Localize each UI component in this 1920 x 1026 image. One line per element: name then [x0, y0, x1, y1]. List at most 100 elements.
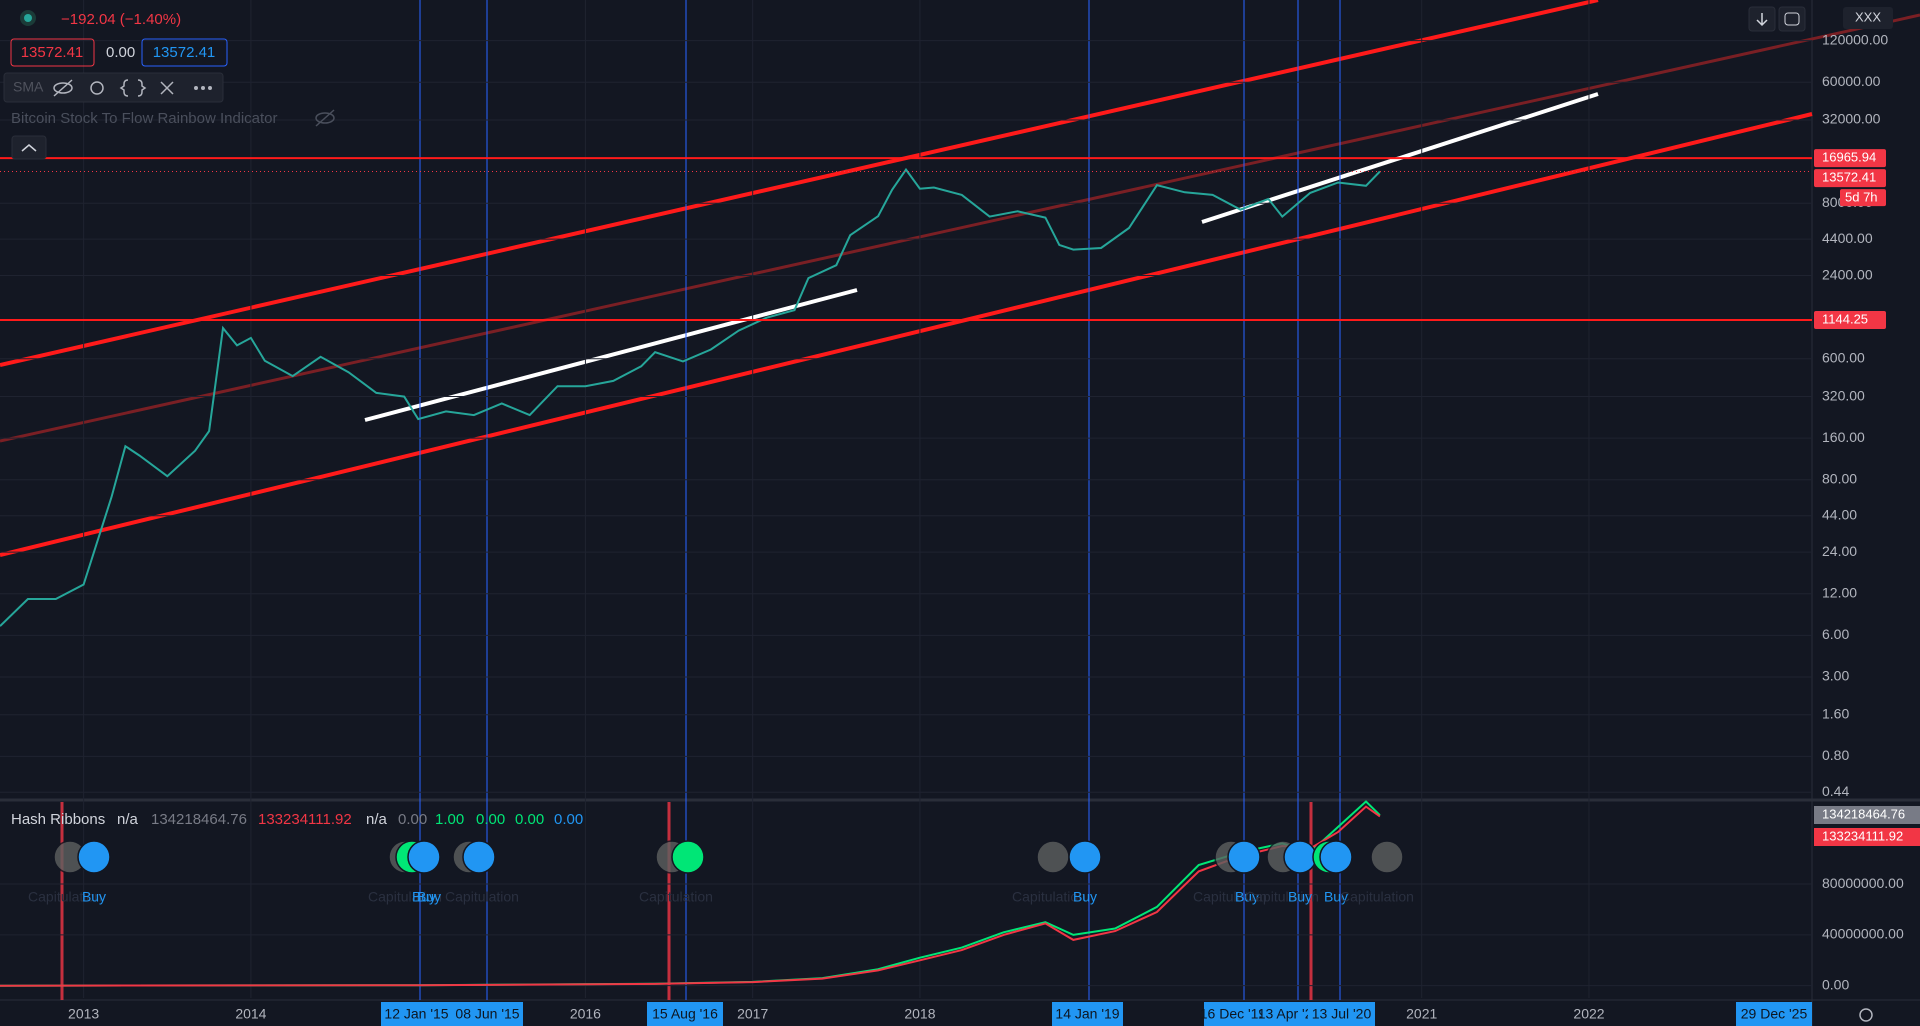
date-badge-label: 14 Jan '19 [1055, 1006, 1119, 1022]
y-tick-label: 320.00 [1822, 387, 1865, 403]
y-tick-label: 0.00 [1822, 976, 1849, 992]
value-badge [1814, 806, 1920, 824]
value-badge-label: 133234111.92 [1822, 828, 1903, 843]
change: −192.04 (−1.40%) [61, 11, 181, 28]
remove-icon[interactable] [160, 81, 174, 95]
settings-gear[interactable] [1859, 1008, 1873, 1022]
time-axis: 2013 2014 2016 2017 2018 2021 2022 12 Jan '15 08… [68, 1002, 1812, 1026]
value-badge [1814, 828, 1920, 846]
signal-label: Buy [1235, 889, 1259, 905]
more-icon[interactable] [194, 86, 212, 90]
source-icon[interactable] [119, 79, 147, 97]
signal-label: Capitulation [445, 889, 519, 905]
symbol-badge-bg [1843, 7, 1893, 29]
indicator-name: Bitcoin Stock To Flow Rainbow Indicator [11, 110, 278, 127]
channel-lower [0, 112, 1813, 557]
price-badge-label: 16965.94 [1822, 150, 1876, 165]
date-badge [1052, 1002, 1123, 1026]
download-icon [1756, 13, 1768, 27]
event-lines [419, 0, 1341, 1000]
date-badge-label: 13 Apr '20 [1258, 1006, 1321, 1022]
signal-label: Buy [82, 889, 106, 905]
price-badge-label: 1144.25 [1822, 311, 1868, 326]
date-badge [1308, 1002, 1375, 1026]
y-tick-label: 160.00 [1822, 429, 1865, 445]
date-badge-label: 12 Jan '15 [384, 1006, 448, 1022]
y-tick-label: 120000.00 [1822, 31, 1888, 47]
settings-icon[interactable] [90, 81, 104, 95]
collapse-button[interactable] [11, 135, 47, 160]
fullscreen-button[interactable] [1778, 6, 1806, 32]
date-badge [647, 1002, 723, 1026]
sell-button[interactable] [10, 38, 95, 67]
signal-label: Capitulation [1340, 889, 1414, 905]
hash-value: 0.00 [515, 811, 544, 828]
price-badge [1814, 311, 1886, 330]
y-tick-label: 32000.00 [1822, 111, 1881, 127]
x-tick-label: 2013 [68, 1006, 99, 1022]
date-badge-label: 08 Jun '15 [455, 1006, 519, 1022]
x-tick-label: 2017 [737, 1006, 768, 1022]
signal-label: Buy [417, 889, 441, 905]
hash-header: Hash Ribbons n/a 134218464.76 133234111.… [11, 811, 583, 828]
x-tick-label: 2016 [570, 1006, 601, 1022]
price-badge-label: 13572.41 [1822, 170, 1876, 185]
hide-icon[interactable] [53, 82, 73, 94]
channel-middle [0, 13, 1920, 443]
y-tick-label: 60000.00 [1822, 73, 1881, 89]
y-tick-label: 80000000.00 [1822, 875, 1904, 891]
signal-marker [1319, 840, 1353, 874]
signal-marker [407, 840, 441, 874]
date-badge [452, 1002, 523, 1026]
signal-marker [77, 840, 111, 874]
signal-label: Buy [1324, 889, 1348, 905]
buy-price[interactable]: 13572.41 [153, 44, 216, 61]
toolbar-icons[interactable] [53, 79, 174, 97]
status-dot [24, 14, 32, 22]
hash-value: 0.00 [476, 811, 505, 828]
x-tick-label: 2014 [235, 1006, 266, 1022]
channel-upper [0, 0, 1599, 367]
sell-price[interactable]: 13572.41 [21, 44, 84, 61]
hash-v2: 133234111.92 [258, 811, 352, 828]
signal-label: Buy [1073, 889, 1097, 905]
date-badge-label: 16 Dec '19 [1200, 1006, 1267, 1022]
signal-label: Capitulation [368, 889, 442, 905]
plot: 120000.0060000.0032000.008000.004400.002… [0, 0, 1920, 998]
countdown-badge [1840, 189, 1886, 207]
price-badge [1814, 149, 1886, 168]
signal-marker [462, 840, 496, 874]
date-badge [1262, 1002, 1316, 1026]
signal-marker [1283, 840, 1317, 874]
signal-label: Capitulation [639, 889, 713, 905]
signal-label: Capitulation [1245, 889, 1319, 905]
y-tick-label: 44.00 [1822, 506, 1857, 522]
spread: 0.00 [106, 44, 135, 61]
sma-label[interactable]: SMA [13, 79, 44, 95]
value-badge-label: 134218464.76 [1822, 806, 1905, 821]
y-tick-label: 0.80 [1822, 747, 1849, 763]
signal-label: Capitulation [28, 889, 102, 905]
y-tick-label: 80.00 [1822, 471, 1857, 487]
signal-marker [1370, 840, 1404, 874]
y-tick-label: 4400.00 [1822, 230, 1873, 246]
signal-label: Buy [412, 889, 436, 905]
capitulation-lines [60, 802, 1313, 1000]
hash-value: 0.00 [398, 811, 427, 828]
indicator-hidden-icon[interactable] [315, 109, 335, 127]
y-tick-label: 1.60 [1822, 705, 1849, 721]
date-badge [1204, 1002, 1262, 1026]
symbol-badge: XXX [1855, 9, 1881, 24]
hash-name: Hash Ribbons [11, 811, 105, 828]
y-tick-label: 12.00 [1822, 584, 1857, 600]
buy-button[interactable] [141, 38, 228, 67]
y-tick-label: 6.00 [1822, 626, 1849, 642]
trend-line [364, 288, 858, 422]
x-tick-label: 2021 [1406, 1006, 1437, 1022]
x-tick-label: 2022 [1573, 1006, 1604, 1022]
date-badge [1736, 1002, 1812, 1026]
date-badge [381, 1002, 452, 1026]
price-badge [1814, 169, 1886, 188]
